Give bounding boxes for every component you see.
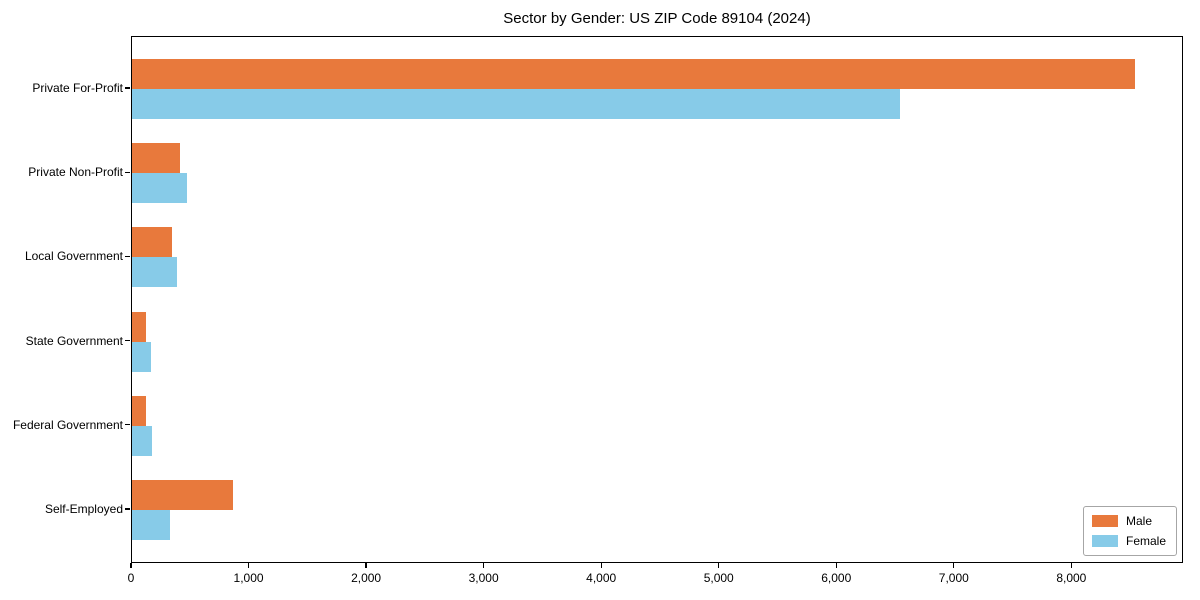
bar-female-0: [132, 89, 900, 119]
x-tick-label: 4,000: [586, 571, 617, 585]
bar-male-3: [132, 311, 147, 342]
legend-swatch-female: [1091, 535, 1118, 547]
y-tick-mark: [125, 424, 130, 426]
x-tick-label: 8,000: [1056, 571, 1087, 585]
x-tick-mark: [600, 563, 602, 568]
y-tick-mark: [125, 340, 130, 342]
x-tick-label: 7,000: [938, 571, 969, 585]
bar-female-2: [132, 257, 178, 288]
x-tick-label: 0: [127, 571, 135, 585]
x-tick-label: 1,000: [233, 571, 264, 585]
y-tick-label: Private Non-Profit: [28, 165, 123, 180]
y-tick-mark: [125, 171, 130, 173]
bar-male-4: [132, 395, 146, 426]
y-tick-label: Federal Government: [12, 417, 123, 432]
bar-male-0: [132, 59, 1135, 89]
x-tick-label: 5,000: [703, 571, 734, 585]
x-tick-mark: [953, 563, 955, 568]
y-tick-mark: [125, 508, 130, 510]
bar-male-2: [132, 227, 172, 258]
bar-female-3: [132, 341, 151, 372]
bar-female-4: [132, 425, 152, 456]
x-tick-label: 3,000: [468, 571, 499, 585]
y-tick-mark: [125, 255, 130, 257]
legend-item-female: Female: [1091, 534, 1166, 548]
y-tick-mark: [125, 87, 130, 89]
x-tick-label: 6,000: [821, 571, 852, 585]
legend-label-male: Male: [1125, 514, 1152, 528]
bar-male-1: [132, 143, 181, 174]
x-tick-mark: [483, 563, 485, 568]
y-tick-label: State Government: [25, 333, 123, 348]
y-tick-label: Local Government: [24, 249, 123, 264]
x-tick-mark: [247, 563, 250, 568]
y-tick-label: Self-Employed: [44, 502, 123, 516]
chart-title: Sector by Gender: US ZIP Code 89104 (202…: [503, 10, 811, 27]
x-tick-mark: [718, 563, 720, 568]
bar-male-5: [132, 480, 234, 510]
y-tick-label: Private For-Profit: [32, 81, 123, 95]
plot-area: Male Female: [131, 36, 1183, 563]
legend-item-male: Male: [1091, 514, 1166, 528]
legend-label-female: Female: [1125, 534, 1166, 548]
x-tick-mark: [1070, 563, 1072, 568]
x-tick-mark: [365, 563, 367, 568]
bar-female-1: [132, 173, 187, 204]
x-tick-mark: [130, 563, 132, 568]
x-tick-mark: [835, 563, 837, 568]
x-tick-label: 2,000: [351, 571, 382, 585]
legend-swatch-male: [1091, 515, 1118, 527]
legend: Male Female: [1082, 506, 1177, 556]
bar-female-5: [132, 510, 170, 540]
